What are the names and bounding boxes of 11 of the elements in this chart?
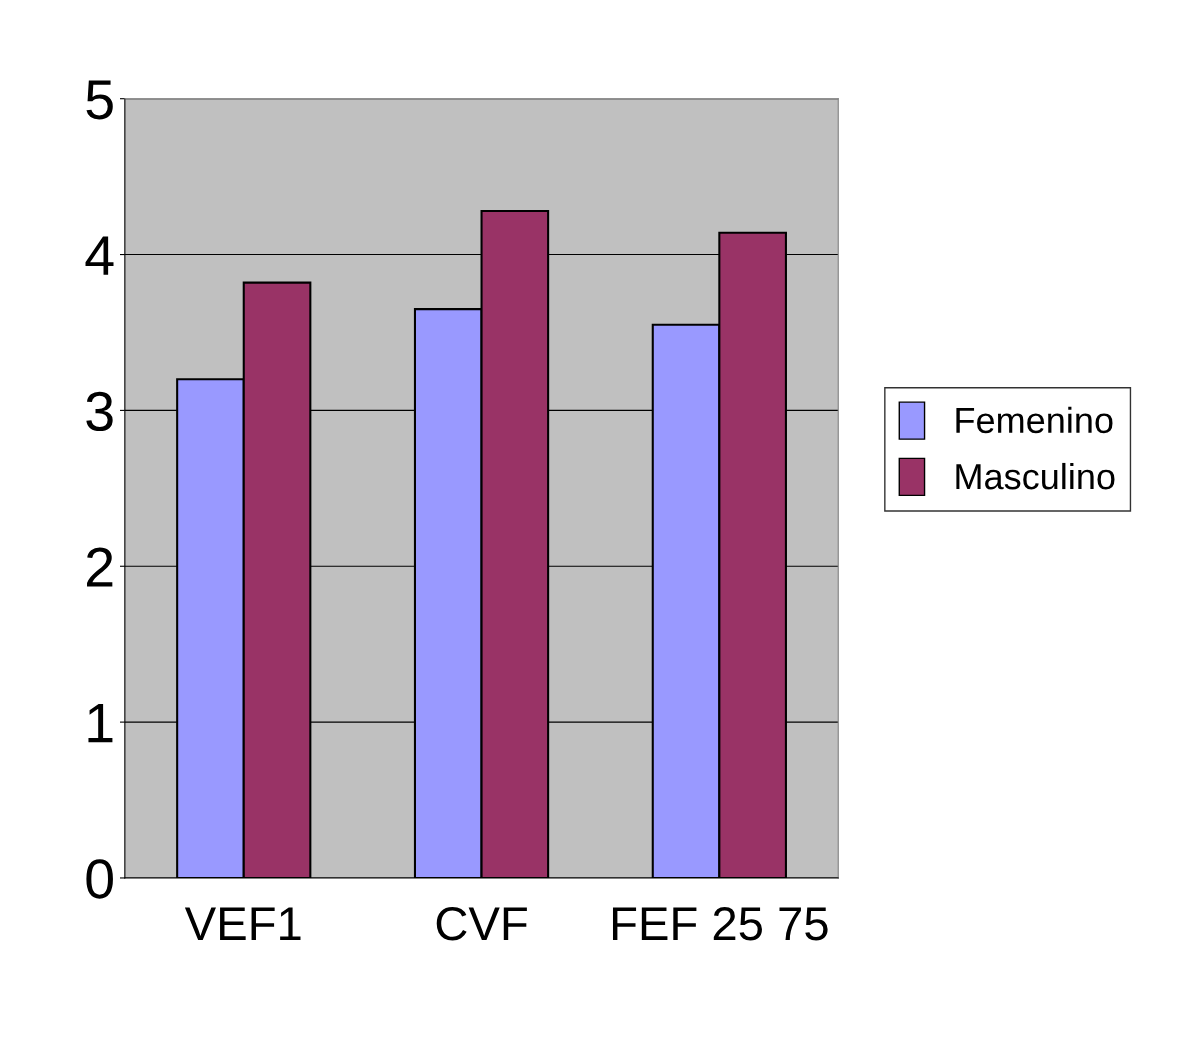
y-tick-label: 1 — [88, 704, 113, 743]
y-tick-label: 2 — [87, 547, 113, 587]
x-tick-label: VEF1 — [184, 907, 301, 940]
y-tick-label: 4 — [85, 236, 114, 275]
x-tick-label: FEF 25 75 — [612, 906, 828, 941]
legend-label: Masculino — [956, 462, 1115, 490]
y-tick-label: 0 — [86, 859, 113, 899]
legend-label: Femenino — [956, 406, 1113, 434]
y-tick-label: 3 — [86, 391, 113, 432]
y-tick-label: 5 — [86, 80, 113, 120]
x-tick-label: CVF — [436, 906, 527, 941]
